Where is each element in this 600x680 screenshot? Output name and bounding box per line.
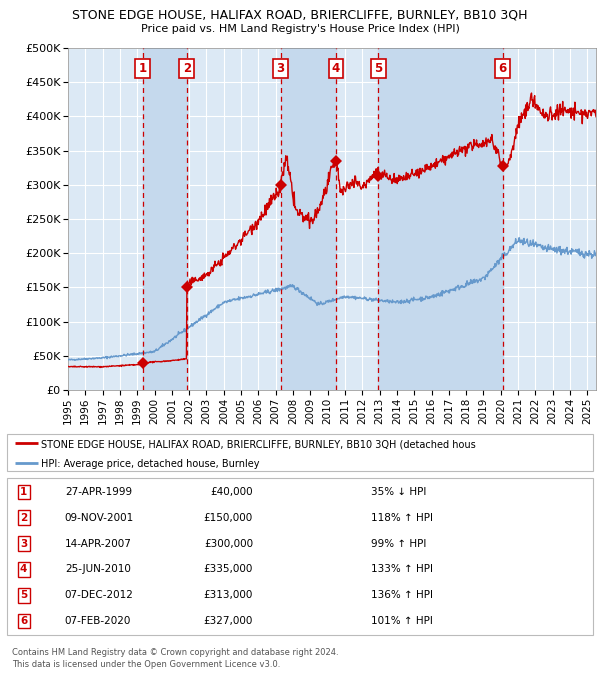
Text: 2: 2 <box>20 513 27 523</box>
Text: £150,000: £150,000 <box>204 513 253 523</box>
Text: 118% ↑ HPI: 118% ↑ HPI <box>371 513 433 523</box>
Text: 3: 3 <box>277 62 284 75</box>
Text: Price paid vs. HM Land Registry's House Price Index (HPI): Price paid vs. HM Land Registry's House … <box>140 24 460 34</box>
Text: This data is licensed under the Open Government Licence v3.0.: This data is licensed under the Open Gov… <box>12 660 280 669</box>
Text: 5: 5 <box>20 590 27 600</box>
Text: £313,000: £313,000 <box>203 590 253 600</box>
Text: STONE EDGE HOUSE, HALIFAX ROAD, BRIERCLIFFE, BURNLEY, BB10 3QH (detached hous: STONE EDGE HOUSE, HALIFAX ROAD, BRIERCLI… <box>41 439 476 449</box>
FancyBboxPatch shape <box>7 434 593 471</box>
Text: 99% ↑ HPI: 99% ↑ HPI <box>371 539 426 549</box>
Text: 6: 6 <box>20 616 27 626</box>
Text: 5: 5 <box>374 62 383 75</box>
Text: £40,000: £40,000 <box>211 487 253 497</box>
Text: 136% ↑ HPI: 136% ↑ HPI <box>371 590 433 600</box>
Text: £335,000: £335,000 <box>203 564 253 575</box>
Text: HPI: Average price, detached house, Burnley: HPI: Average price, detached house, Burn… <box>41 458 260 469</box>
Text: 6: 6 <box>499 62 506 75</box>
FancyBboxPatch shape <box>7 478 593 634</box>
Text: 09-NOV-2001: 09-NOV-2001 <box>65 513 134 523</box>
Bar <box>281 48 336 390</box>
Text: 07-FEB-2020: 07-FEB-2020 <box>65 616 131 626</box>
Text: Contains HM Land Registry data © Crown copyright and database right 2024.: Contains HM Land Registry data © Crown c… <box>12 648 338 657</box>
Text: 4: 4 <box>20 564 28 575</box>
Text: 133% ↑ HPI: 133% ↑ HPI <box>371 564 433 575</box>
Text: 14-APR-2007: 14-APR-2007 <box>65 539 131 549</box>
Text: 1: 1 <box>20 487 27 497</box>
Text: 3: 3 <box>20 539 27 549</box>
Text: STONE EDGE HOUSE, HALIFAX ROAD, BRIERCLIFFE, BURNLEY, BB10 3QH: STONE EDGE HOUSE, HALIFAX ROAD, BRIERCLI… <box>72 8 528 21</box>
Text: 35% ↓ HPI: 35% ↓ HPI <box>371 487 426 497</box>
Text: 1: 1 <box>139 62 147 75</box>
Bar <box>143 48 187 390</box>
Text: £300,000: £300,000 <box>204 539 253 549</box>
Text: £327,000: £327,000 <box>203 616 253 626</box>
Text: 4: 4 <box>332 62 340 75</box>
Text: 27-APR-1999: 27-APR-1999 <box>65 487 132 497</box>
Text: 2: 2 <box>182 62 191 75</box>
Text: 07-DEC-2012: 07-DEC-2012 <box>65 590 134 600</box>
Bar <box>379 48 503 390</box>
Text: 25-JUN-2010: 25-JUN-2010 <box>65 564 131 575</box>
Text: 101% ↑ HPI: 101% ↑ HPI <box>371 616 433 626</box>
